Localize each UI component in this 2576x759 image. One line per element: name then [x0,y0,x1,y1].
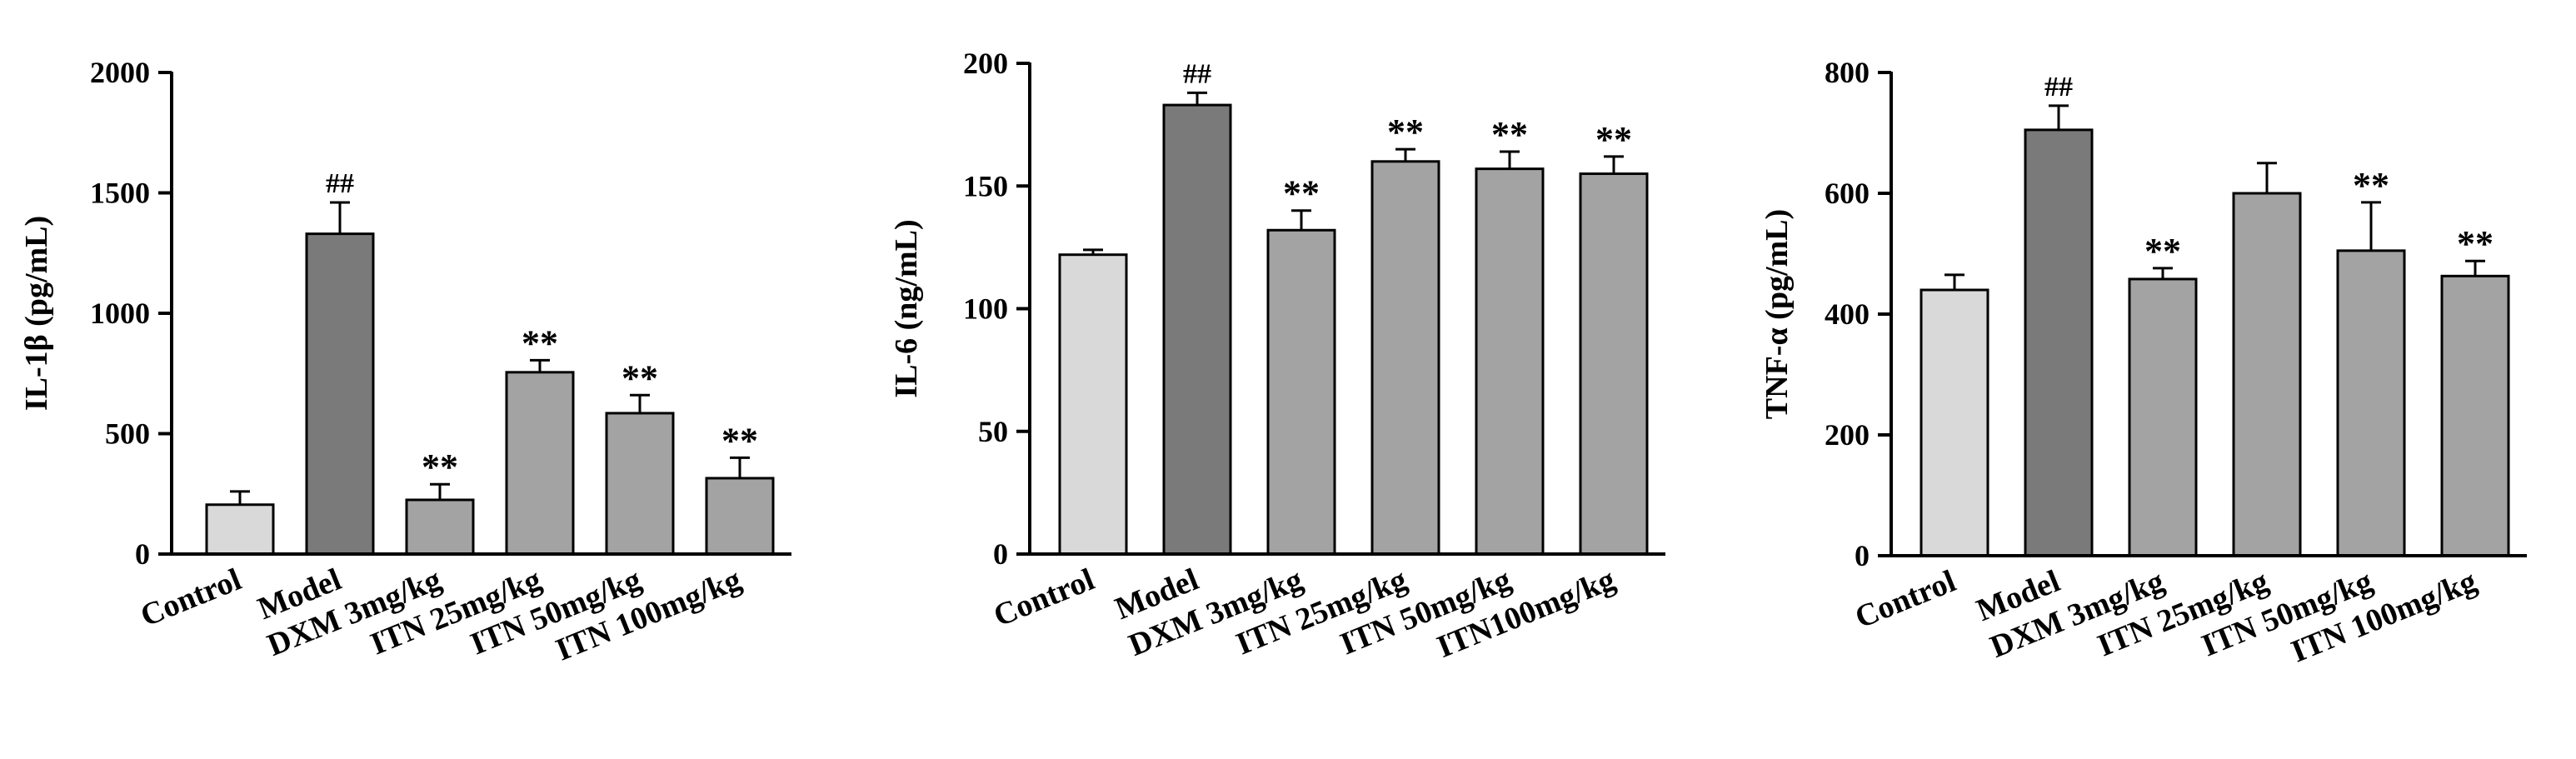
tnfa-bar [2128,277,2198,557]
il1b-y-axis-label: IL-1β (pg/mL) [19,216,54,411]
il6-y-tick-label: 50 [978,415,1008,448]
il6-bar [1579,172,1649,556]
tnfa-y-tick-label: 0 [1855,539,1870,572]
il6-chart-panel: ## ** ** ** ** 0 50 100 150 200 IL-6 (ng/mL) Contro… [889,47,1665,665]
il1b-significance-label: ** [721,420,758,461]
tnfa-y-tick-label: 800 [1825,56,1870,89]
il1b-bar [305,232,375,556]
il1b-significance-label: ** [622,357,658,398]
il1b-bar [505,371,575,556]
il6-bar [1162,103,1232,556]
il6-significance-label: ## [1183,58,1211,89]
il6-y-axis-label: IL-6 (ng/mL) [889,219,924,397]
il1b-bar [405,498,475,556]
tnfa-bar [2440,274,2510,557]
tnfa-bar [2336,249,2406,557]
tnfa-significance-label: ## [2044,72,2073,102]
il6-significance-label: ** [1283,173,1320,214]
il1b-y-tick-label: 2000 [90,56,150,89]
il1b-bar [705,477,775,556]
il1b-y-tick-label: 0 [135,537,150,571]
tnfa-bar [2024,128,2094,557]
tnfa-bar [2232,192,2302,557]
tnfa-y-axis-label: TNF-α (pg/mL) [1760,209,1795,419]
il6-bar [1058,253,1128,556]
il1b-chart-panel: ## ** ** ** ** 0 500 1000 1500 2000 IL-1β (pg/mL) C… [19,56,791,668]
il1b-significance-label: ## [326,168,354,199]
il1b-bar [205,503,275,556]
il6-bar [1370,160,1440,556]
il6-significance-label: ** [1387,112,1424,152]
tnfa-significance-label: ** [2353,165,2389,206]
tnfa-y-tick-label: 600 [1825,177,1870,210]
il6-bar [1266,228,1336,556]
tnfa-significance-label: ** [2457,223,2494,264]
il1b-y-tick-label: 1500 [90,177,150,210]
il6-x-category-label: Control [989,562,1100,633]
il1b-significance-label: ** [522,322,558,363]
il1b-y-tick-label: 500 [105,417,150,451]
il6-y-tick-label: 0 [993,537,1008,571]
il6-y-tick-label: 200 [963,47,1008,80]
tnfa-y-tick-label: 400 [1825,297,1870,331]
il1b-bar [605,412,675,556]
tnfa-chart-panel: ## ** ** ** 0 200 400 600 800 TNF-α (pg/mL) Contro… [1760,56,2527,670]
il6-significance-label: ** [1595,119,1632,160]
il6-bar [1475,167,1545,556]
il6-y-tick-label: 150 [963,169,1008,202]
tnfa-significance-label: ** [2144,231,2181,272]
il1b-y-tick-label: 1000 [90,297,150,330]
il6-significance-label: ** [1491,114,1528,155]
il1b-x-category-label: Control [136,562,247,633]
tnfa-x-category-label: Control [1850,563,1961,635]
il6-y-tick-label: 100 [963,292,1008,326]
il1b-significance-label: ** [422,447,458,487]
tnfa-y-tick-label: 200 [1825,418,1870,452]
tnfa-bar [1920,288,1989,557]
